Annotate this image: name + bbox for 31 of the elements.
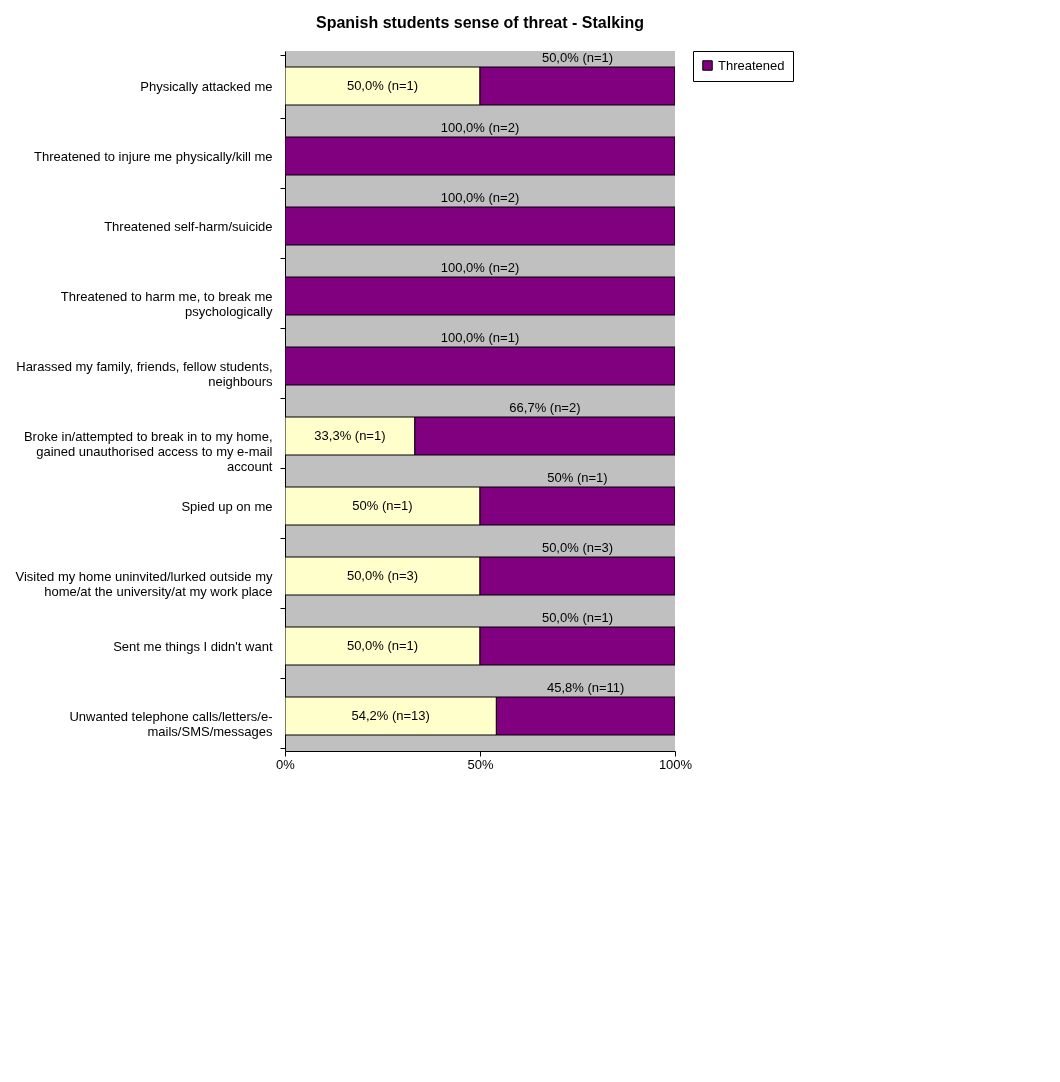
y-tick-label: Visited my home uninvited/lurked outside my home/at the university/at my work place — [15, 568, 273, 599]
x-tick-label: 100% — [658, 756, 693, 772]
legend-label: Threatened — [718, 57, 785, 73]
data-label: 100,0% (n=1) — [440, 330, 520, 345]
y-tick-label: Sent me things I didn't want — [113, 638, 273, 654]
y-tick-label: Broke in/attempted to break in to my home, gained unauthorised access to my e-mail account — [23, 428, 273, 474]
data-label: 66,7% (n=2) — [509, 400, 581, 415]
data-label: 54,2% (n=13) — [351, 708, 430, 723]
y-tick-label: Threatened self-harm/suicide — [104, 218, 273, 234]
data-label: 50,0% (n=1) — [541, 610, 614, 625]
y-tick-label: Unwanted telephone calls/letters/e-mails/SMS/messages — [69, 708, 273, 739]
data-label: 100,0% (n=2) — [440, 190, 520, 205]
y-tick-label: Threatened to harm me, to break me psychologically — [60, 288, 273, 319]
y-tick-label: Threatened to injure me physically/kill me — [34, 148, 273, 164]
data-label: 50,0% (n=3) — [346, 568, 419, 583]
data-label: 50,0% (n=1) — [346, 78, 419, 93]
data-label: 33,3% (n=1) — [314, 428, 386, 443]
data-label: 50,0% (n=1) — [346, 638, 419, 653]
x-tick-label: 50% — [467, 756, 494, 772]
y-tick-label: Physically attacked me — [140, 78, 273, 94]
data-label: 100,0% (n=2) — [440, 260, 520, 275]
y-tick-label: Harassed my family, friends, fellow students, neighbours — [16, 358, 273, 389]
data-label: 45,8% (n=11) — [546, 680, 625, 695]
data-label: 50,0% (n=3) — [541, 540, 614, 555]
data-label: 100,0% (n=2) — [440, 120, 520, 135]
chart-title: Spanish students sense of threat - Stalking — [315, 14, 645, 31]
x-tick-label: 0% — [276, 756, 296, 772]
y-tick-label: Spied up on me — [181, 498, 273, 514]
data-label: 50% (n=1) — [352, 498, 413, 513]
data-label: 50,0% (n=1) — [541, 50, 614, 65]
data-label: 50% (n=1) — [547, 470, 608, 485]
